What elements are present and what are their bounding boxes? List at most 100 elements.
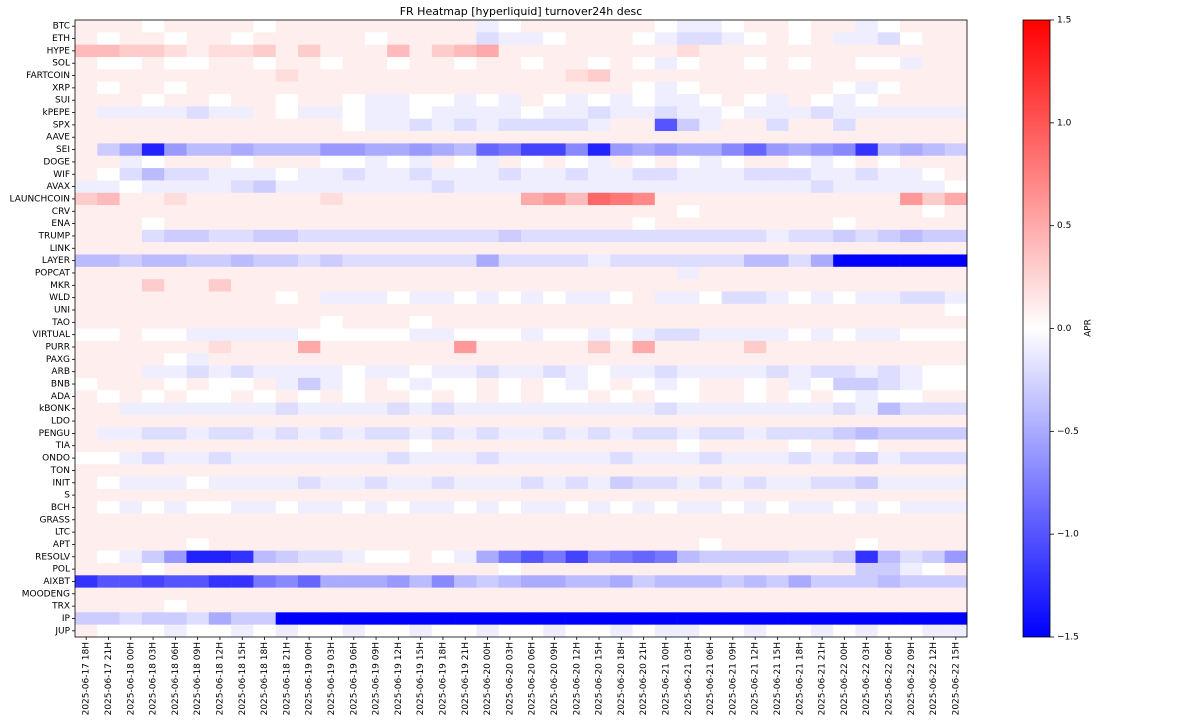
heatmap-cell — [944, 44, 968, 58]
heatmap-cell — [766, 525, 789, 539]
heatmap-cell — [409, 143, 433, 157]
heatmap-cell — [877, 44, 901, 58]
heatmap-cell — [677, 377, 700, 391]
heatmap-cell — [208, 291, 232, 305]
heatmap-cell — [521, 316, 544, 329]
heatmap-cell — [922, 69, 945, 82]
heatmap-cell — [208, 427, 232, 440]
heatmap-cell — [275, 94, 299, 107]
heatmap-cell — [476, 501, 499, 514]
heatmap-cell — [298, 291, 321, 305]
heatmap-cell — [119, 192, 143, 206]
heatmap-cell — [298, 390, 321, 403]
heatmap-cell — [409, 32, 433, 45]
heatmap-cell — [320, 106, 343, 120]
heatmap-cell — [409, 168, 433, 181]
heatmap-cell — [766, 538, 789, 551]
heatmap-cell — [699, 377, 722, 391]
heatmap-cell — [364, 168, 388, 181]
heatmap-cell — [476, 587, 499, 601]
heatmap-cell — [900, 20, 923, 33]
heatmap-cell — [766, 44, 789, 58]
heatmap-cell — [364, 624, 388, 638]
heatmap-cell — [565, 390, 589, 403]
heatmap-cell — [364, 488, 388, 502]
heatmap-cell — [364, 365, 388, 379]
heatmap-cell — [119, 562, 143, 576]
heatmap-cell — [231, 303, 254, 317]
y-tick-label: BNB — [51, 380, 70, 390]
heatmap-cell — [75, 168, 98, 181]
heatmap-cell — [476, 303, 499, 317]
heatmap-cell — [186, 192, 210, 206]
heatmap-cell — [632, 414, 656, 428]
heatmap-cell — [119, 32, 143, 45]
heatmap-cell — [409, 229, 433, 243]
heatmap-cell — [208, 340, 232, 354]
heatmap-cell — [75, 205, 98, 218]
heatmap-cell — [275, 476, 299, 490]
heatmap-cell — [744, 587, 767, 601]
heatmap-cell — [454, 155, 477, 169]
heatmap-cell — [498, 525, 522, 539]
heatmap-cell — [97, 69, 120, 82]
y-tick-label: WLD — [49, 293, 70, 303]
heatmap-cell — [275, 340, 299, 354]
heatmap-cell — [498, 192, 522, 206]
heatmap-cell — [721, 217, 745, 231]
heatmap-cell — [253, 242, 276, 255]
heatmap-cell — [610, 131, 633, 144]
heatmap-cell — [498, 118, 522, 132]
heatmap-cell — [855, 612, 879, 625]
heatmap-cell — [543, 229, 566, 243]
heatmap-cell — [632, 155, 656, 169]
x-tick-label: 2025-06-20 00H — [483, 642, 493, 715]
heatmap-cell — [699, 69, 722, 82]
heatmap-cell — [75, 439, 98, 453]
heatmap-cell — [275, 538, 299, 551]
y-tick-label: VIRTUAL — [32, 330, 70, 340]
heatmap-cell — [788, 94, 812, 107]
heatmap-cell — [922, 464, 945, 477]
heatmap-cell — [922, 353, 945, 366]
heatmap-cell — [944, 242, 968, 255]
heatmap-cell — [498, 476, 522, 490]
heatmap-cell — [387, 538, 410, 551]
heatmap-cell — [810, 377, 834, 391]
heatmap-cell — [298, 155, 321, 169]
heatmap-cell — [431, 57, 455, 70]
heatmap-cell — [654, 44, 678, 58]
heatmap-cell — [320, 217, 343, 231]
heatmap-cell — [565, 316, 589, 329]
heatmap-cell — [275, 229, 299, 243]
heatmap-cell — [364, 427, 388, 440]
heatmap-cell — [231, 377, 254, 391]
heatmap-cell — [275, 303, 299, 317]
heatmap-cell — [587, 155, 611, 169]
heatmap-cell — [164, 365, 187, 379]
heatmap-cell — [610, 143, 633, 157]
heatmap-cell — [75, 538, 98, 551]
heatmap-cell — [855, 266, 879, 280]
heatmap-cell — [855, 587, 879, 601]
heatmap-cell — [208, 439, 232, 453]
heatmap-cell — [632, 81, 656, 95]
heatmap-cell — [364, 328, 388, 342]
heatmap-cell — [900, 538, 923, 551]
heatmap-cell — [744, 32, 767, 45]
heatmap-cell — [186, 575, 210, 588]
heatmap-cell — [208, 180, 232, 194]
heatmap-cell — [342, 414, 366, 428]
heatmap-cell — [208, 254, 232, 268]
heatmap-cell — [543, 451, 566, 465]
heatmap-cell — [610, 525, 633, 539]
heatmap-cell — [498, 291, 522, 305]
heatmap-cell — [387, 365, 410, 379]
heatmap-cell — [75, 562, 98, 576]
heatmap-cell — [409, 464, 433, 477]
heatmap-cell — [610, 180, 633, 194]
heatmap-cell — [498, 254, 522, 268]
heatmap-cell — [275, 451, 299, 465]
heatmap-cell — [944, 402, 968, 416]
heatmap-cell — [97, 562, 120, 576]
